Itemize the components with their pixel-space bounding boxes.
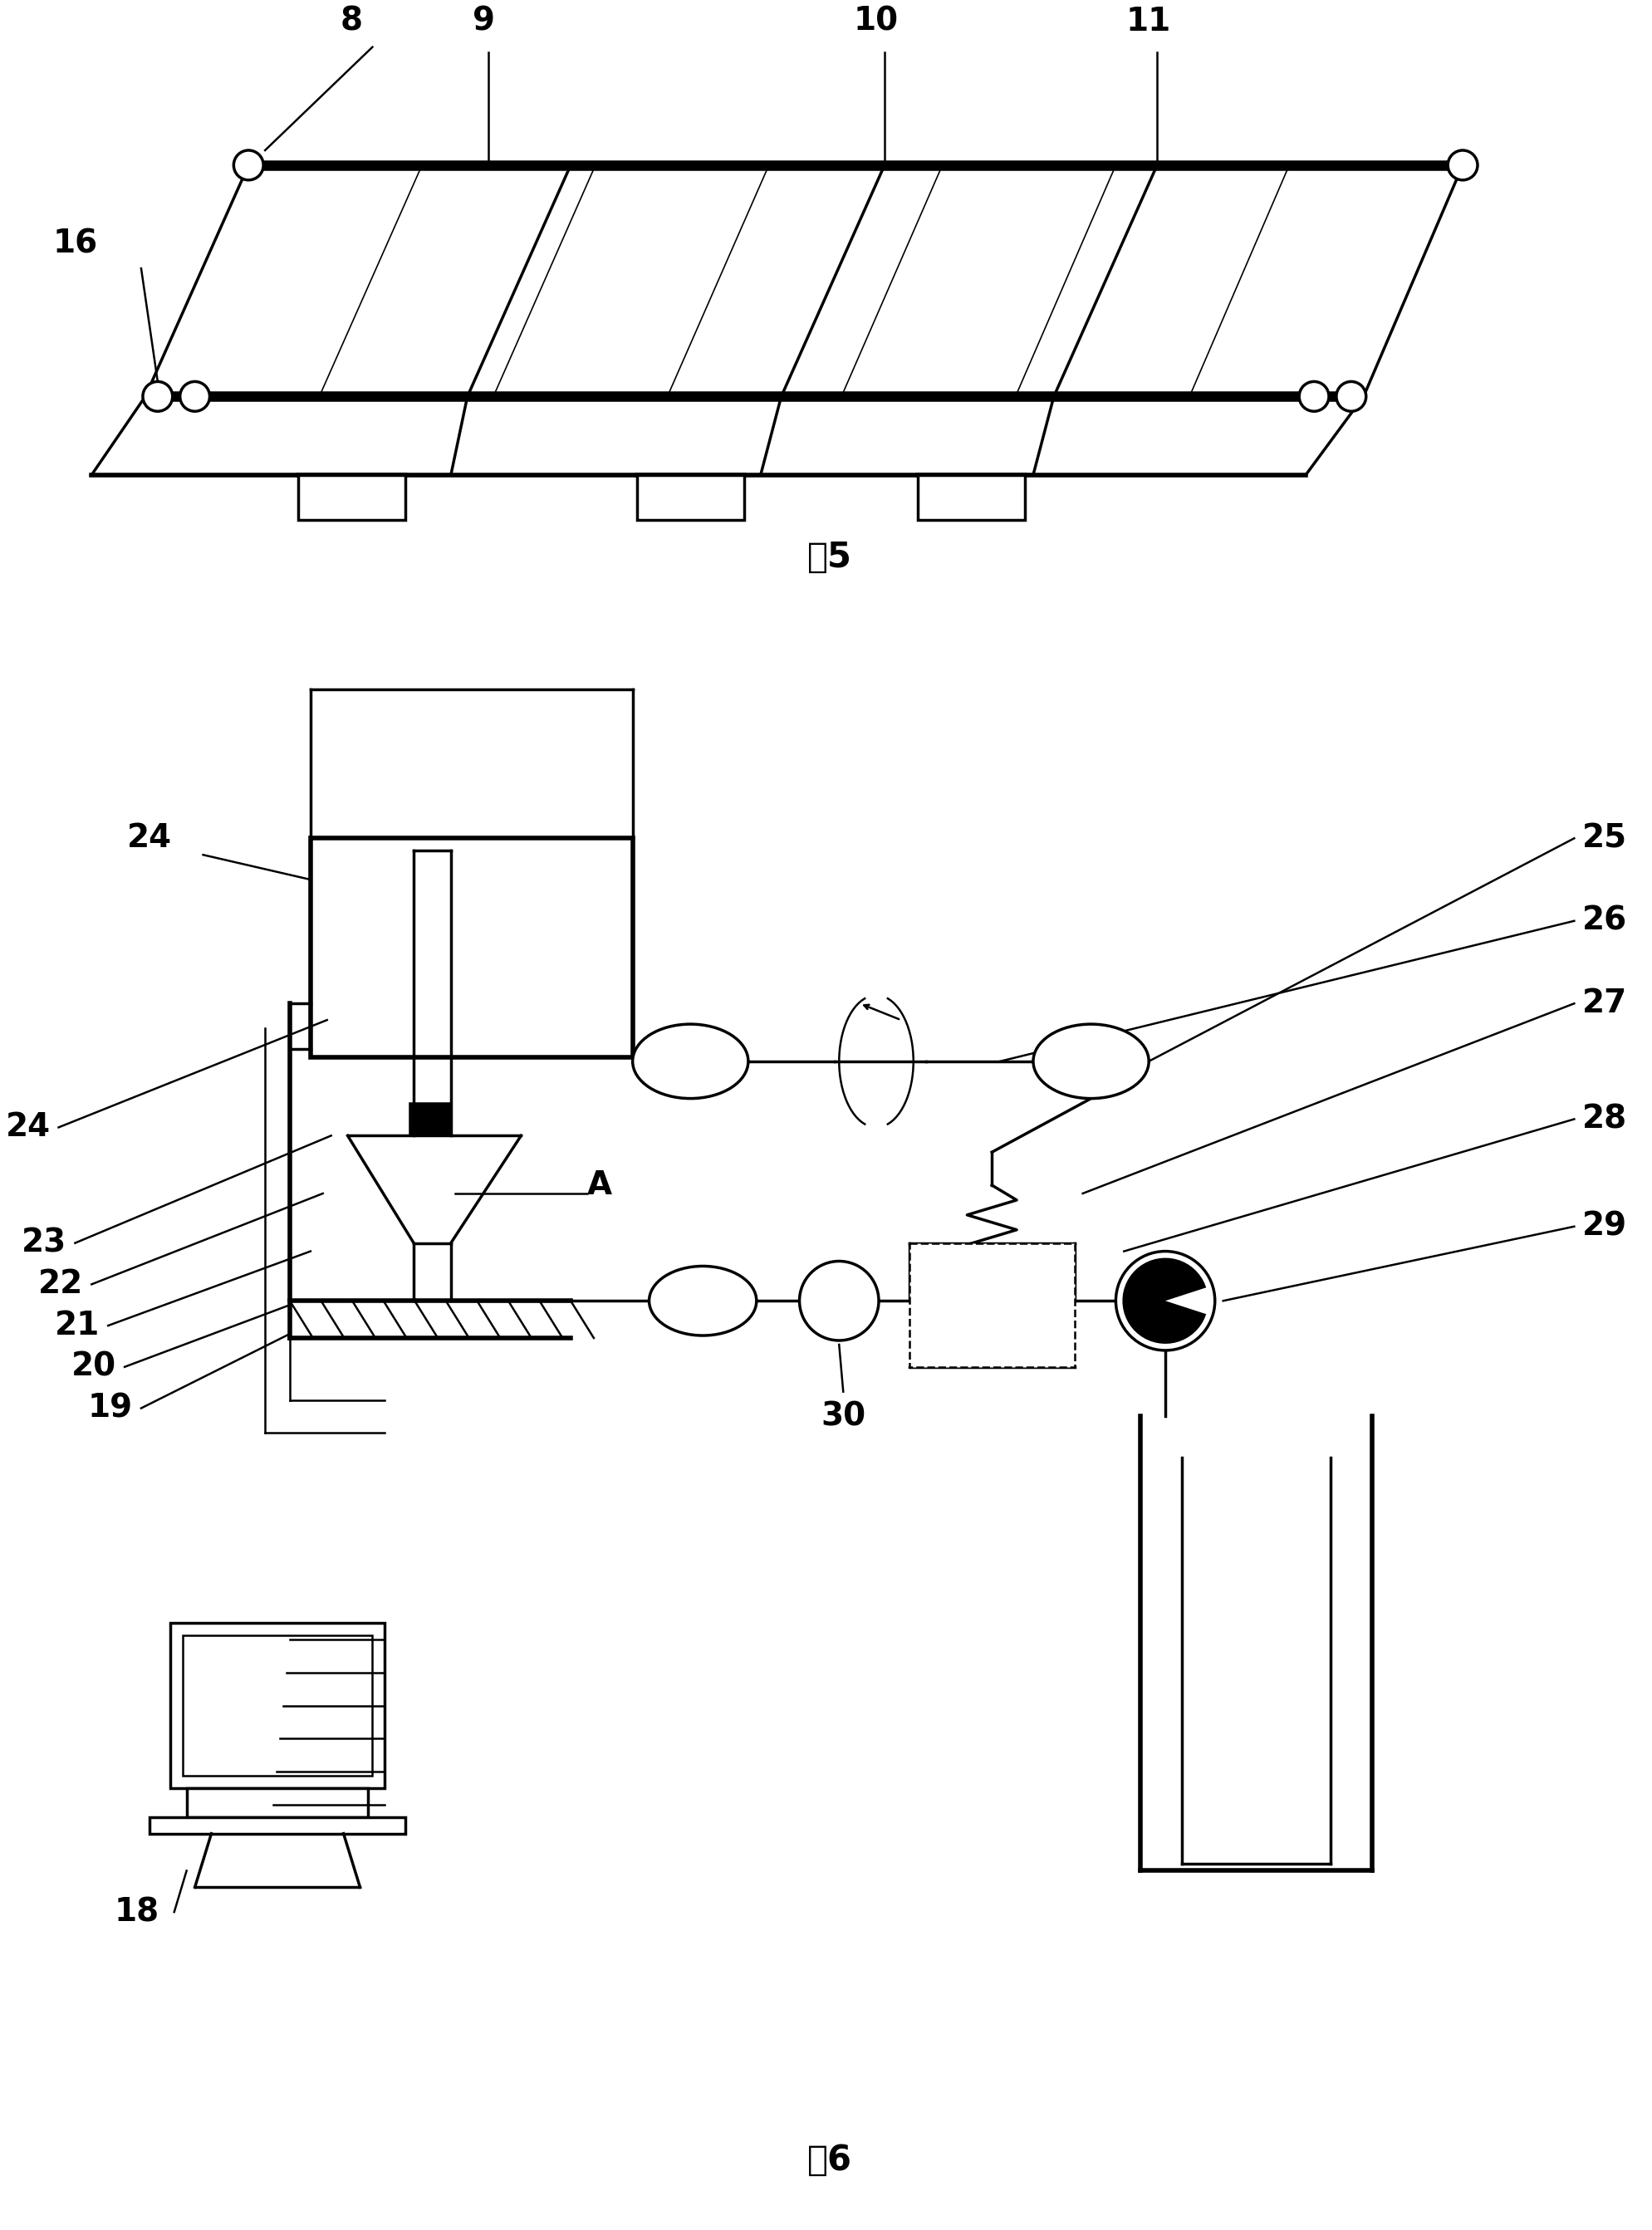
Bar: [149, 1817, 405, 1833]
Ellipse shape: [633, 1024, 748, 1099]
Text: 8: 8: [340, 7, 363, 38]
Circle shape: [180, 381, 210, 410]
Polygon shape: [1122, 1258, 1206, 1345]
Bar: [187, 1788, 368, 1817]
Bar: [297, 475, 405, 520]
Circle shape: [1336, 381, 1366, 410]
Text: 10: 10: [854, 7, 899, 38]
Text: 24: 24: [5, 1111, 50, 1144]
Text: 22: 22: [38, 1269, 83, 1300]
Bar: [909, 1242, 1074, 1367]
Text: 20: 20: [71, 1351, 116, 1383]
Text: A: A: [586, 1169, 613, 1202]
Text: 16: 16: [53, 227, 97, 259]
Text: 27: 27: [1583, 988, 1627, 1019]
Text: 11: 11: [1127, 7, 1171, 38]
Text: 18: 18: [114, 1896, 160, 1927]
Bar: [917, 475, 1024, 520]
Text: 30: 30: [821, 1400, 866, 1432]
Circle shape: [1298, 381, 1328, 410]
Text: 21: 21: [55, 1309, 99, 1342]
Text: 图5: 图5: [808, 540, 852, 575]
Text: 26: 26: [1583, 905, 1627, 937]
Text: 9: 9: [472, 7, 496, 38]
Ellipse shape: [1032, 1024, 1148, 1099]
Ellipse shape: [800, 1262, 879, 1340]
Bar: [410, 1102, 451, 1135]
Text: 29: 29: [1583, 1211, 1627, 1242]
Bar: [311, 838, 633, 1057]
Text: 23: 23: [21, 1227, 66, 1258]
Text: P: P: [1082, 1050, 1100, 1073]
Bar: [636, 475, 743, 520]
Text: 图6: 图6: [808, 2143, 852, 2176]
Circle shape: [1447, 149, 1477, 181]
Bar: [170, 1623, 385, 1788]
Ellipse shape: [649, 1267, 757, 1336]
Text: 28: 28: [1583, 1104, 1627, 1135]
Text: 25: 25: [1583, 823, 1627, 854]
Bar: [182, 1635, 372, 1775]
Circle shape: [233, 149, 263, 181]
Text: 19: 19: [88, 1392, 132, 1425]
Text: 24: 24: [127, 823, 172, 854]
Circle shape: [1115, 1251, 1214, 1351]
Circle shape: [142, 381, 172, 410]
